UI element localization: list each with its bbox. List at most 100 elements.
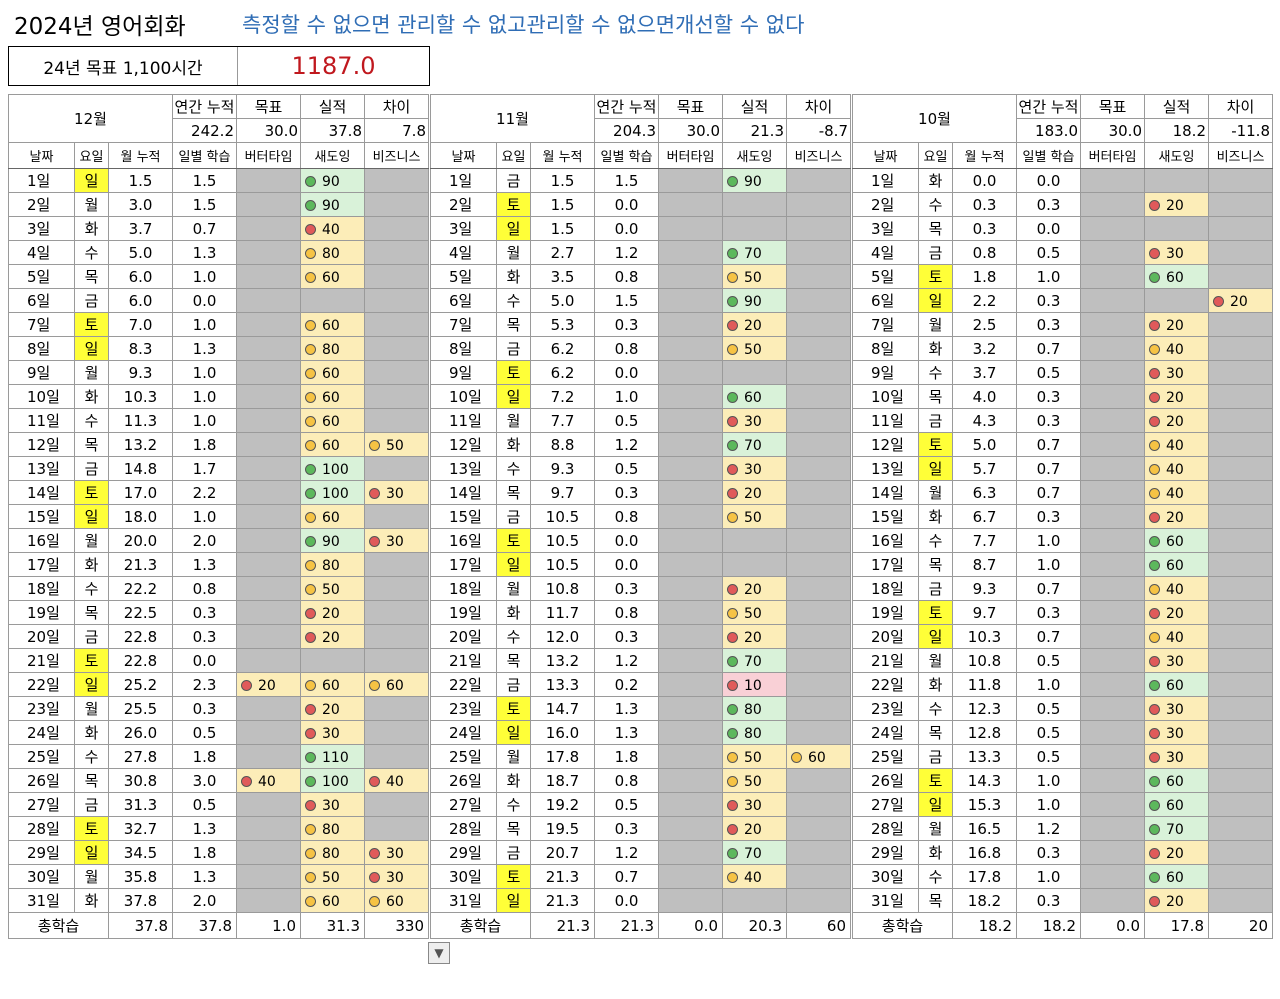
- summary-value[interactable]: 18.2: [1144, 118, 1209, 143]
- date-cell[interactable]: 24일: [852, 720, 919, 745]
- date-cell[interactable]: 27일: [430, 792, 497, 817]
- shadowing-cell[interactable]: [1144, 216, 1209, 241]
- business-cell[interactable]: [1208, 168, 1273, 193]
- monthly-cumulative-cell[interactable]: 30.8: [108, 768, 173, 793]
- date-cell[interactable]: 1일: [8, 168, 75, 193]
- shadowing-cell[interactable]: 20: [722, 312, 787, 337]
- column-header[interactable]: 요일: [496, 142, 531, 169]
- weekday-cell[interactable]: 화: [918, 672, 953, 697]
- business-cell[interactable]: [1208, 504, 1273, 529]
- monthly-cumulative-cell[interactable]: 6.7: [952, 504, 1017, 529]
- daily-study-cell[interactable]: 1.3: [172, 552, 237, 577]
- weekday-cell[interactable]: 화: [496, 432, 531, 457]
- date-cell[interactable]: 8일: [8, 336, 75, 361]
- date-cell[interactable]: 3일: [852, 216, 919, 241]
- weekday-cell[interactable]: 월: [74, 864, 109, 889]
- summary-header[interactable]: 목표: [1080, 94, 1145, 119]
- business-cell[interactable]: [364, 792, 429, 817]
- shadowing-cell[interactable]: 60: [1144, 768, 1209, 793]
- date-cell[interactable]: 30일: [8, 864, 75, 889]
- buttertime-cell[interactable]: [236, 288, 301, 313]
- weekday-cell[interactable]: 월: [496, 240, 531, 265]
- shadowing-cell[interactable]: 20: [1144, 408, 1209, 433]
- daily-study-cell[interactable]: 1.3: [594, 720, 659, 745]
- weekday-cell[interactable]: 월: [918, 480, 953, 505]
- date-cell[interactable]: 2일: [852, 192, 919, 217]
- monthly-cumulative-cell[interactable]: 20.0: [108, 528, 173, 553]
- weekday-cell[interactable]: 수: [74, 744, 109, 769]
- buttertime-cell[interactable]: [658, 288, 723, 313]
- daily-study-cell[interactable]: 1.3: [172, 864, 237, 889]
- summary-value[interactable]: 37.8: [300, 118, 365, 143]
- shadowing-cell[interactable]: 40: [300, 216, 365, 241]
- weekday-cell[interactable]: 목: [496, 312, 531, 337]
- daily-study-cell[interactable]: 0.5: [1016, 720, 1081, 745]
- shadowing-cell[interactable]: 80: [300, 816, 365, 841]
- daily-study-cell[interactable]: 1.0: [1016, 768, 1081, 793]
- shadowing-cell[interactable]: [722, 216, 787, 241]
- business-cell[interactable]: [364, 696, 429, 721]
- daily-study-cell[interactable]: 1.0: [1016, 528, 1081, 553]
- shadowing-cell[interactable]: 30: [1144, 648, 1209, 673]
- weekday-cell[interactable]: 일: [74, 672, 109, 697]
- monthly-cumulative-cell[interactable]: 17.0: [108, 480, 173, 505]
- shadowing-cell[interactable]: 60: [1144, 552, 1209, 577]
- column-header[interactable]: 요일: [74, 142, 109, 169]
- business-cell[interactable]: [1208, 600, 1273, 625]
- business-cell[interactable]: [786, 768, 851, 793]
- business-cell[interactable]: [786, 648, 851, 673]
- daily-study-cell[interactable]: 1.2: [594, 648, 659, 673]
- business-cell[interactable]: [364, 600, 429, 625]
- business-cell[interactable]: [786, 456, 851, 481]
- shadowing-cell[interactable]: 10: [722, 672, 787, 697]
- shadowing-cell[interactable]: 20: [722, 624, 787, 649]
- monthly-cumulative-cell[interactable]: 22.2: [108, 576, 173, 601]
- summary-header[interactable]: 실적: [722, 94, 787, 119]
- monthly-cumulative-cell[interactable]: 25.2: [108, 672, 173, 697]
- shadowing-cell[interactable]: [722, 888, 787, 913]
- date-cell[interactable]: 22일: [430, 672, 497, 697]
- weekday-cell[interactable]: 월: [496, 576, 531, 601]
- weekday-cell[interactable]: 금: [918, 744, 953, 769]
- daily-study-cell[interactable]: 0.7: [172, 216, 237, 241]
- weekday-cell[interactable]: 화: [918, 504, 953, 529]
- column-header[interactable]: 날짜: [8, 142, 75, 169]
- monthly-cumulative-cell[interactable]: 13.2: [108, 432, 173, 457]
- date-cell[interactable]: 27일: [8, 792, 75, 817]
- daily-study-cell[interactable]: 0.5: [1016, 648, 1081, 673]
- daily-study-cell[interactable]: 1.8: [172, 432, 237, 457]
- business-cell[interactable]: [364, 552, 429, 577]
- business-cell[interactable]: [786, 552, 851, 577]
- daily-study-cell[interactable]: 0.7: [1016, 336, 1081, 361]
- daily-study-cell[interactable]: 1.8: [172, 744, 237, 769]
- monthly-cumulative-cell[interactable]: 9.7: [530, 480, 595, 505]
- business-cell[interactable]: [1208, 312, 1273, 337]
- buttertime-cell[interactable]: [1080, 696, 1145, 721]
- buttertime-cell[interactable]: [658, 216, 723, 241]
- weekday-cell[interactable]: 화: [496, 600, 531, 625]
- date-cell[interactable]: 2일: [430, 192, 497, 217]
- shadowing-cell[interactable]: 20: [300, 696, 365, 721]
- weekday-cell[interactable]: 일: [74, 336, 109, 361]
- date-cell[interactable]: 16일: [852, 528, 919, 553]
- shadowing-cell[interactable]: 30: [722, 456, 787, 481]
- weekday-cell[interactable]: 수: [496, 624, 531, 649]
- shadowing-cell[interactable]: 60: [1144, 672, 1209, 697]
- buttertime-cell[interactable]: [236, 840, 301, 865]
- monthly-cumulative-cell[interactable]: 26.0: [108, 720, 173, 745]
- buttertime-cell[interactable]: [658, 168, 723, 193]
- business-cell[interactable]: [1208, 456, 1273, 481]
- column-header[interactable]: 새도잉: [300, 142, 365, 169]
- date-cell[interactable]: 9일: [8, 360, 75, 385]
- buttertime-cell[interactable]: [1080, 264, 1145, 289]
- monthly-cumulative-cell[interactable]: 35.8: [108, 864, 173, 889]
- column-header[interactable]: 일별 학습: [594, 142, 659, 169]
- buttertime-cell[interactable]: [658, 240, 723, 265]
- monthly-cumulative-cell[interactable]: 12.3: [952, 696, 1017, 721]
- daily-study-cell[interactable]: 0.3: [1016, 888, 1081, 913]
- shadowing-cell[interactable]: 110: [300, 744, 365, 769]
- shadowing-cell[interactable]: 60: [300, 408, 365, 433]
- date-cell[interactable]: 2일: [8, 192, 75, 217]
- column-header[interactable]: 버터타임: [236, 142, 301, 169]
- business-cell[interactable]: [364, 624, 429, 649]
